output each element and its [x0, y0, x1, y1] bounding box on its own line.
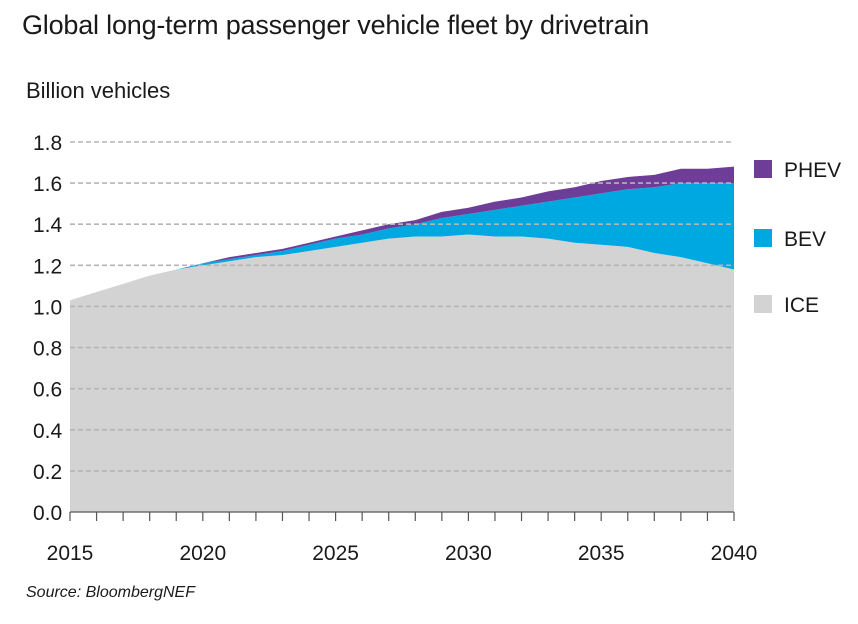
- legend-label-ice: ICE: [784, 294, 819, 317]
- y-tick-label: 1.4: [33, 214, 63, 237]
- y-tick-label: 0.6: [33, 379, 62, 402]
- legend-label-bev: BEV: [784, 228, 826, 251]
- x-tick-label: 2040: [711, 542, 758, 565]
- area-phev: [70, 166, 734, 301]
- y-tick-label: 0.2: [33, 461, 62, 484]
- legend-swatch-bev: [754, 229, 772, 247]
- legend-swatch-phev: [754, 160, 772, 178]
- y-tick-label: 0.4: [33, 420, 63, 443]
- chart-title: Global long-term passenger vehicle fleet…: [22, 10, 650, 40]
- y-tick-label: 1.2: [33, 255, 62, 278]
- x-tick-label: 2030: [445, 542, 492, 565]
- y-tick-label: 1.8: [33, 132, 62, 155]
- area-bev: [70, 183, 734, 301]
- y-tick-label: 0.8: [33, 338, 62, 361]
- area-ice: [70, 234, 734, 512]
- y-tick-label: 1.6: [33, 173, 62, 196]
- source-note: Source: BloombergNEF: [26, 584, 195, 601]
- legend-swatch-ice: [754, 295, 772, 313]
- x-tick-label: 2035: [578, 542, 625, 565]
- legend-label-phev: PHEV: [784, 159, 841, 182]
- y-tick-label: 0.0: [33, 502, 62, 525]
- x-tick-label: 2025: [312, 542, 359, 565]
- x-tick-label: 2020: [179, 542, 226, 565]
- x-tick-label: 2015: [47, 542, 94, 565]
- y-tick-label: 1.0: [33, 296, 62, 319]
- y-axis-label: Billion vehicles: [26, 78, 171, 103]
